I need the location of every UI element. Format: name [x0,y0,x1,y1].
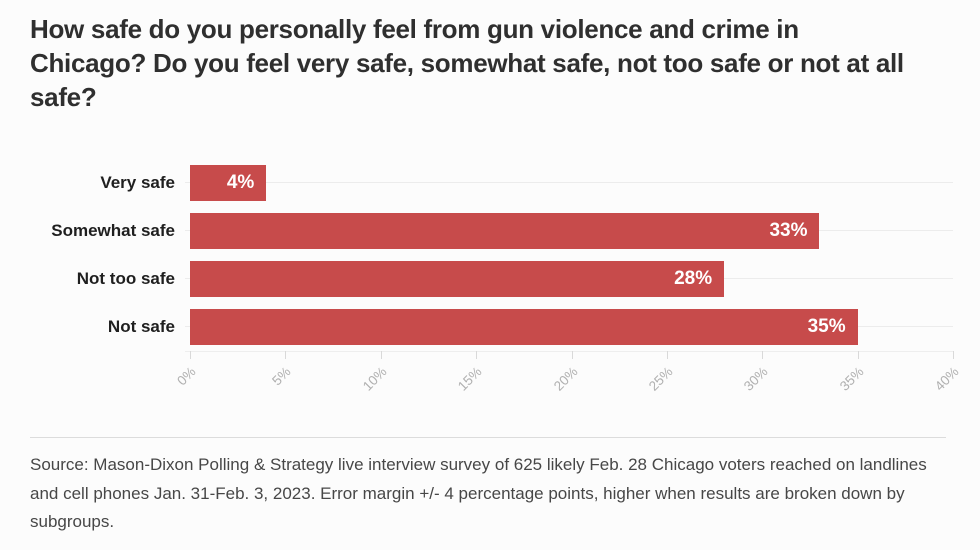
x-axis-tick [857,351,859,359]
category-label: Not safe [107,317,175,336]
x-axis-tick-label: 35% [836,364,867,394]
bar-value-label: 33% [769,220,808,241]
x-axis-tick-label: 40% [931,364,962,394]
x-axis-tick [380,351,382,359]
x-axis-tick [571,351,573,359]
source-note: Source: Mason-Dixon Polling & Strategy l… [30,455,927,531]
x-axis-tick [953,351,954,359]
category-label: Very safe [100,173,175,192]
footer-divider [30,437,946,438]
row-gridline [185,182,953,183]
bar: 4% [190,165,267,201]
x-axis-tick [285,351,287,359]
bar-value-label: 35% [807,316,846,337]
x-axis-tick [476,351,478,359]
x-axis-tick-label: 5% [269,364,294,389]
x-axis-tick [190,351,191,359]
bar: 28% [190,261,725,297]
x-axis-line [185,351,953,352]
bar: 33% [190,213,820,249]
bar-chart: Very safe 4% Somewhat safe 33% Not too safe 2… [0,150,980,420]
chart-title: How safe do you personally feel from gun… [30,14,904,112]
x-axis-tick [666,351,668,359]
bar: 35% [190,309,858,345]
bar-value-label: 4% [226,172,255,193]
x-axis-tick-label: 15% [455,364,485,394]
category-label: Somewhat safe [51,221,175,240]
x-axis-tick-label: 20% [550,364,581,394]
x-axis-tick-label: 30% [741,364,771,394]
x-axis-tick [762,351,764,359]
x-axis-tick-label: 0% [174,364,199,389]
category-label: Not too safe [76,269,175,288]
x-axis-tick-label: 25% [645,364,676,394]
bar-value-label: 28% [674,268,713,289]
x-axis-tick-label: 10% [359,364,390,394]
